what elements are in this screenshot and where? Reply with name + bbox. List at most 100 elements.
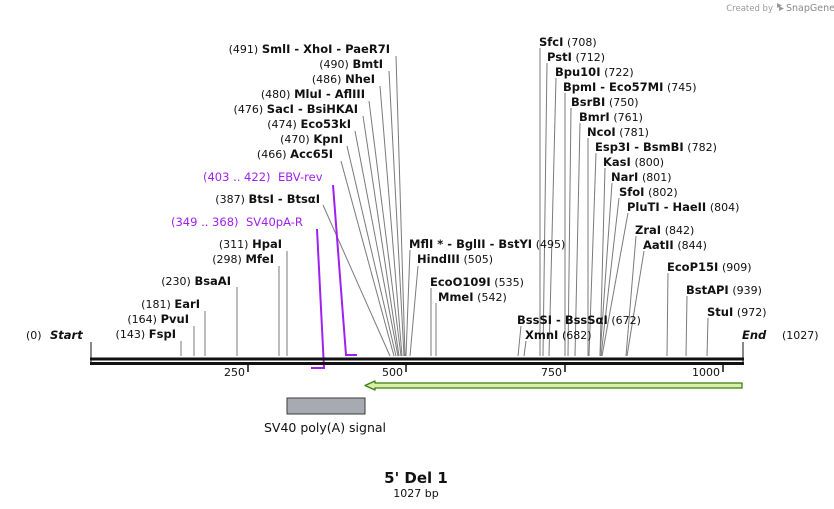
site-btsi-btsai[interactable]: (387) BtsI - BtsαI [215, 192, 320, 206]
site-mfei[interactable]: (298) MfeI [212, 252, 274, 266]
svg-text:(486) NheI: (486) NheI [312, 72, 375, 86]
end-label: End [742, 328, 767, 342]
site-nhei[interactable]: (486) NheI [312, 72, 375, 86]
site-stui[interactable]: StuI (972) [707, 305, 767, 319]
site-name: BmtI [352, 57, 383, 71]
snapgene-logo-icon [777, 3, 784, 11]
svg-text:(480) MluI - AflIII: (480) MluI - AflIII [261, 87, 365, 101]
svg-text:(387) BtsI - BtsαI: (387) BtsI - BtsαI [215, 192, 320, 206]
site-hpai[interactable]: (311) HpaI [219, 237, 282, 251]
site-ecoo109i[interactable]: EcoO109I (535) [430, 275, 524, 289]
site-ecop15i[interactable]: EcoP15I (909) [667, 260, 752, 274]
site-eari[interactable]: (181) EarI [141, 297, 200, 311]
site-bsssi-bsssai[interactable]: BssSI - BssSαI (672) [517, 313, 641, 327]
site-kasi[interactable]: KasI (800) [603, 155, 664, 169]
site-sep: - [332, 42, 345, 56]
site-smli-xhoi-paer7i[interactable]: (491) SmlI - XhoI - PaeR7I [229, 42, 390, 56]
site-xmni[interactable]: XmnI (682) [525, 328, 592, 342]
site-ncoi[interactable]: NcoI (781) [587, 125, 649, 139]
feature-sv40-polya-signal[interactable]: SV40 poly(A) signal [264, 397, 386, 435]
svg-text:PluTI - HaeII (804): PluTI - HaeII (804) [627, 200, 739, 214]
orf-arrow[interactable] [364, 380, 743, 391]
site-pos: (476) [234, 103, 264, 116]
svg-text:(311) HpaI: (311) HpaI [219, 237, 282, 251]
site-sep: - [660, 200, 673, 214]
site-kpni[interactable]: (470) KpnI [280, 132, 343, 146]
primer-range: (349 .. 368) [171, 215, 239, 229]
site-esp3i-bsmbi[interactable]: Esp3I - BsmBI (782) [595, 140, 717, 154]
site-name: BtsI [249, 192, 274, 206]
site-pos: (230) [161, 275, 191, 288]
svg-text:XmnI (682): XmnI (682) [525, 328, 592, 342]
site-sep: - [294, 102, 307, 116]
site-zrai[interactable]: ZraI (842) [635, 223, 694, 237]
site-name: BtsαI [287, 192, 320, 206]
svg-text:ZraI (842): ZraI (842) [635, 223, 694, 237]
site-name: BstYI [498, 237, 532, 251]
site-name: MflI [409, 237, 433, 251]
site-bsrbi[interactable]: BsrBI (750) [571, 95, 639, 109]
site-pos: (491) [229, 43, 259, 56]
site-name: BssSαI [565, 313, 608, 327]
start-label: Start [50, 328, 83, 342]
brand-text: SnapGene [786, 3, 834, 14]
svg-text:MflI * - BglII - BstYI (495): MflI * - BglII - BstYI (495) [409, 237, 565, 251]
site-pos: (761) [613, 111, 643, 124]
site-bsaai[interactable]: (230) BsaAI [161, 274, 231, 288]
site-name: FspI [149, 327, 176, 341]
site-pos: (682) [562, 329, 592, 342]
site-hindiii[interactable]: HindIII (505) [417, 252, 493, 266]
tick-label: 1000 [692, 366, 720, 379]
site-bstapi[interactable]: BstAPI (939) [686, 283, 762, 297]
site-mlui-afliii[interactable]: (480) MluI - AflIII [261, 87, 365, 101]
svg-text:(470) KpnI: (470) KpnI [280, 132, 343, 146]
site-eco53ki[interactable]: (474) Eco53kI [267, 117, 351, 131]
site-pos: (750) [609, 96, 639, 109]
leader-lines-middle [405, 249, 527, 357]
site-bpu10i[interactable]: Bpu10I (722) [555, 65, 634, 79]
site-pos: (708) [567, 36, 597, 49]
site-psti[interactable]: PstI (712) [547, 50, 605, 64]
svg-text:AatII (844): AatII (844) [643, 238, 707, 252]
svg-text:EcoO109I (535): EcoO109I (535) [430, 275, 524, 289]
site-name: BmrI [579, 110, 610, 124]
site-pos: (311) [219, 238, 249, 251]
tick-label: 500 [382, 366, 403, 379]
primer-sv40pa-r[interactable]: (349 .. 368) SV40pA-R [171, 215, 326, 369]
site-bmri[interactable]: BmrI (761) [579, 110, 643, 124]
primer-name: SV40pA-R [246, 215, 303, 229]
site-name: PaeR7I [345, 42, 390, 56]
site-sfoi[interactable]: SfoI (802) [619, 185, 678, 199]
svg-text:NcoI (781): NcoI (781) [587, 125, 649, 139]
site-aatii[interactable]: AatII (844) [643, 238, 707, 252]
site-pos: (781) [619, 126, 649, 139]
site-name: XmnI [525, 328, 558, 342]
site-sfci[interactable]: SfcI (708) [539, 35, 597, 49]
svg-text:(230) BsaAI: (230) BsaAI [161, 274, 231, 288]
site-pos: (804) [710, 201, 740, 214]
primer-ebv-rev[interactable]: (403 .. 422) EBV-rev [203, 170, 357, 356]
site-pvui[interactable]: (164) PvuI [127, 312, 189, 326]
svg-text:BstAPI (939): BstAPI (939) [686, 283, 762, 297]
site-name: BstAPI [686, 283, 729, 297]
site-pos: (480) [261, 88, 291, 101]
site-acc65i[interactable]: (466) Acc65I [257, 147, 333, 161]
site-name: BsrBI [571, 95, 605, 109]
site-name: AflIII [335, 87, 365, 101]
site-nari[interactable]: NarI (801) [611, 170, 672, 184]
site-pluti-haeii[interactable]: PluTI - HaeII (804) [627, 200, 739, 214]
site-pos: (474) [267, 118, 297, 131]
svg-text:SfoI (802): SfoI (802) [619, 185, 678, 199]
leader-lines-left [180, 55, 406, 357]
site-mmei[interactable]: MmeI (542) [438, 290, 507, 304]
site-fspi[interactable]: (143) FspI [116, 327, 176, 341]
tick-label: 750 [541, 366, 562, 379]
site-name: Eco53kI [300, 117, 351, 131]
map-length: 1027 bp [393, 487, 438, 500]
site-name: SmlI [262, 42, 291, 56]
site-mfli-bglii-bstyi[interactable]: MflI * - BglII - BstYI (495) [409, 237, 565, 251]
site-bpmi-eco57mi[interactable]: BpmI - Eco57MI (745) [563, 80, 697, 94]
site-bmti[interactable]: (490) BmtI [319, 57, 383, 71]
site-saci-bsihkai[interactable]: (476) SacI - BsiHKAI [234, 102, 358, 116]
